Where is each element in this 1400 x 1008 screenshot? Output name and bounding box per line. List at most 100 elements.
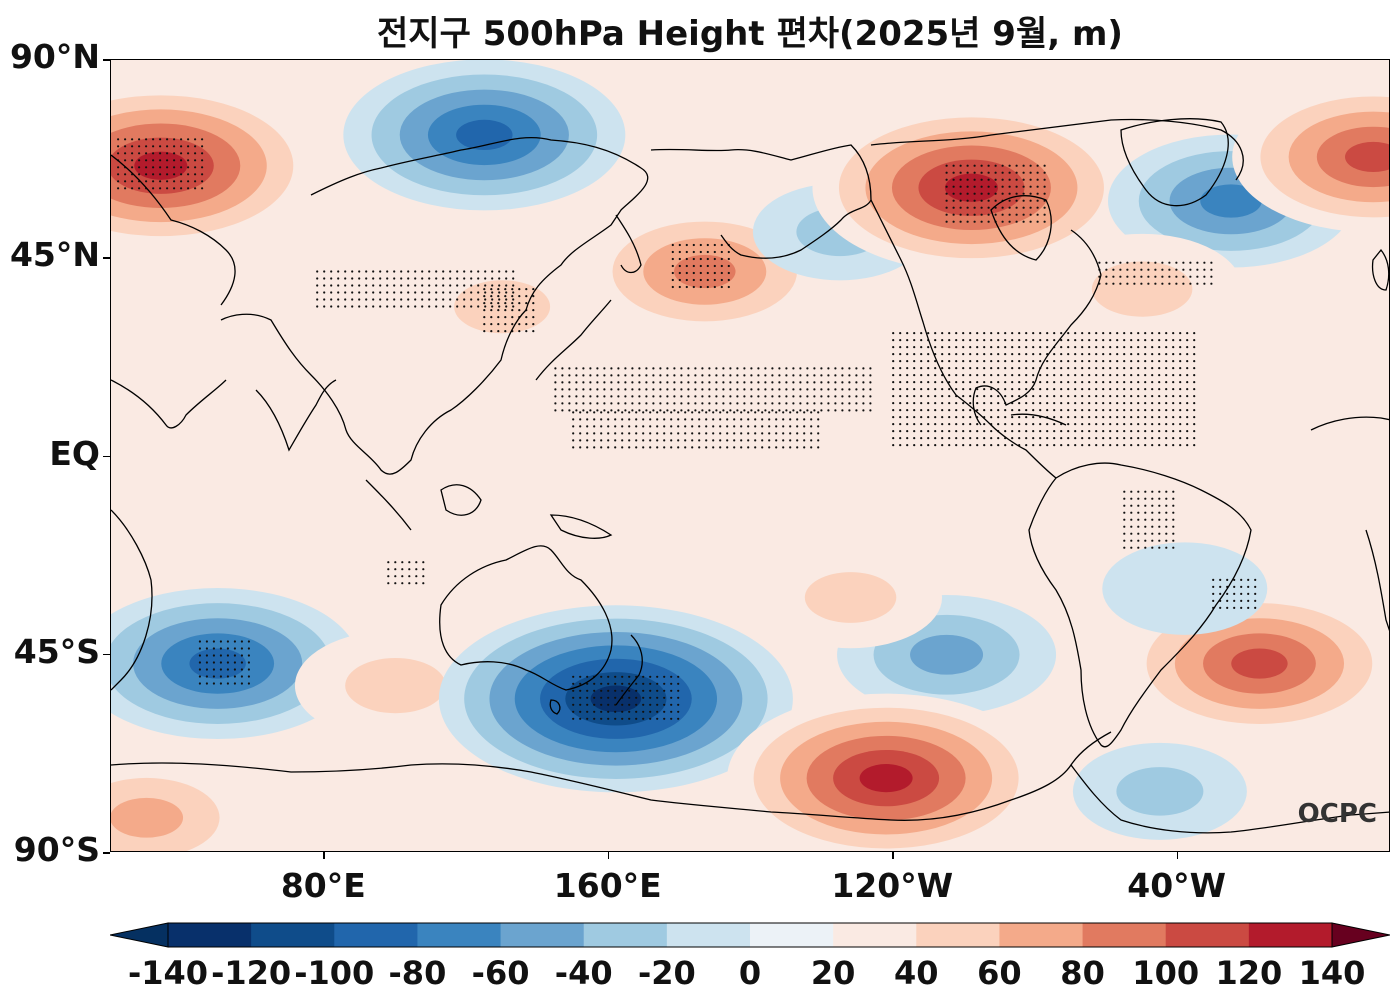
coastline-africa-south <box>1365 529 1389 632</box>
lat-tick-mark <box>103 653 110 656</box>
lat-tick-label: 45°N <box>9 235 100 275</box>
colorbar-tick-label: 60 <box>977 954 1022 992</box>
colorbar-swatch <box>334 923 418 947</box>
stipple-region <box>1212 578 1257 610</box>
lon-tick-label: 80°E <box>280 866 366 905</box>
colorbar-tick-label: -60 <box>471 954 530 992</box>
colorbar-tick-label: 100 <box>1132 954 1200 992</box>
contour-band <box>1200 184 1262 218</box>
lon-tick-mark <box>1176 852 1179 859</box>
coastline-africa-west <box>1310 416 1389 431</box>
map-canvas <box>111 60 1389 851</box>
colorbar-swatch <box>1082 923 1167 947</box>
coastline-japan <box>535 299 612 381</box>
colorbar-tick-label: -100 <box>294 954 375 992</box>
lat-tick-mark <box>103 455 110 457</box>
colorbar-tick-label: -120 <box>211 954 292 992</box>
colorbar-swatch <box>1248 923 1333 947</box>
colorbar-tick-label: 20 <box>810 954 856 992</box>
contour-band <box>1231 648 1288 679</box>
stipple-region <box>671 243 730 289</box>
coastline-cuba <box>1010 413 1067 426</box>
contour-band <box>1102 542 1268 635</box>
colorbar-swatch <box>251 923 335 947</box>
coastline-india <box>255 379 337 452</box>
stipple-region <box>1123 490 1175 549</box>
stipple-region <box>572 675 680 720</box>
colorbar-swatch <box>666 923 751 947</box>
coastline-north-america-west <box>870 199 1057 479</box>
lon-tick-mark <box>323 852 325 859</box>
anomaly-east-asia-high <box>406 253 599 360</box>
coastline-eurasia <box>220 136 649 475</box>
stipple-region <box>316 270 515 308</box>
anomaly-east-antarctic-high <box>111 758 257 851</box>
colorbar-tick-label: 80 <box>1060 954 1105 992</box>
lat-tick-mark <box>103 59 110 61</box>
contour-band <box>590 685 642 713</box>
lon-tick-label: 40°W <box>1127 866 1227 905</box>
coastline-alaska <box>650 144 872 259</box>
ocpc-watermark: OCPC <box>1297 799 1377 829</box>
lat-tick-mark <box>103 257 110 259</box>
colorbar-tick-label: -20 <box>637 954 696 992</box>
coastline-kamchatka <box>615 214 642 274</box>
coastline-africa-east <box>111 509 153 691</box>
colorbar-swatch <box>833 923 917 947</box>
stipple-region <box>572 411 820 449</box>
colorbar-tick-label: 120 <box>1215 954 1283 992</box>
stipple-region <box>945 164 1046 223</box>
anomaly-south-atlantic-low <box>1102 542 1268 635</box>
colorbar <box>110 922 1390 948</box>
colorbar-under-arrow <box>110 922 169 948</box>
stipple-region <box>1098 261 1213 285</box>
stipple-region <box>198 640 250 685</box>
anomaly-amundsen-high <box>727 693 1046 851</box>
lat-tick-mark <box>103 852 110 854</box>
lon-tick-mark <box>892 852 894 859</box>
colorbar-tick-label: -40 <box>554 954 613 992</box>
anomaly-south-pacific-high <box>759 546 943 649</box>
contour-band <box>674 254 736 289</box>
anomaly-north-atlantic-high <box>1041 233 1243 345</box>
contour-band <box>910 634 984 675</box>
contour-band <box>1116 767 1204 816</box>
coastline-antarctic-peninsula <box>1070 731 1112 766</box>
coastline-antarctica <box>111 762 1389 834</box>
lat-tick-label: 90°S <box>13 830 100 869</box>
stipple-region <box>387 561 425 585</box>
colorbar-swatch <box>168 923 252 947</box>
coastline-newzealand <box>615 634 643 706</box>
colorbar-tick-label: 140 <box>1298 954 1366 992</box>
colorbar-swatch <box>500 923 585 947</box>
coastline-australia <box>439 545 613 691</box>
stipple-region <box>483 288 535 333</box>
contour-band <box>944 173 998 202</box>
stipple-region <box>554 367 872 412</box>
contour-band <box>1091 261 1193 317</box>
colorbar-swatch <box>1165 923 1250 947</box>
significance-stipples <box>117 138 1257 720</box>
coastline-south-america <box>1028 462 1252 748</box>
anomaly-map: OCPC <box>110 59 1390 852</box>
contour-band <box>345 657 446 714</box>
colorbar-tick-label: 40 <box>894 954 939 992</box>
contour-band <box>134 151 188 180</box>
colorbar-swatch <box>750 923 834 947</box>
colorbar-over-arrow <box>1331 922 1390 948</box>
map-title: 전지구 500hPa Height 편차(2025년 9월, m) <box>377 14 1123 54</box>
anomaly-field <box>111 60 1389 851</box>
colorbar-swatch <box>583 923 668 947</box>
coastline-sumatra <box>365 479 412 531</box>
contour-band <box>1345 141 1389 173</box>
lon-tick-mark <box>607 852 610 859</box>
anomaly-europe-high <box>1232 81 1389 233</box>
coastline-tasmania <box>549 699 561 715</box>
coastline-newguinea <box>549 514 613 539</box>
coastline-arabia <box>111 379 227 429</box>
lat-tick-label: EQ <box>49 433 100 473</box>
coastlines <box>111 118 1389 834</box>
colorbar-swatch <box>417 923 502 947</box>
colorbar-frame <box>167 922 1333 948</box>
colorbar-tick-label: -140 <box>127 954 209 992</box>
